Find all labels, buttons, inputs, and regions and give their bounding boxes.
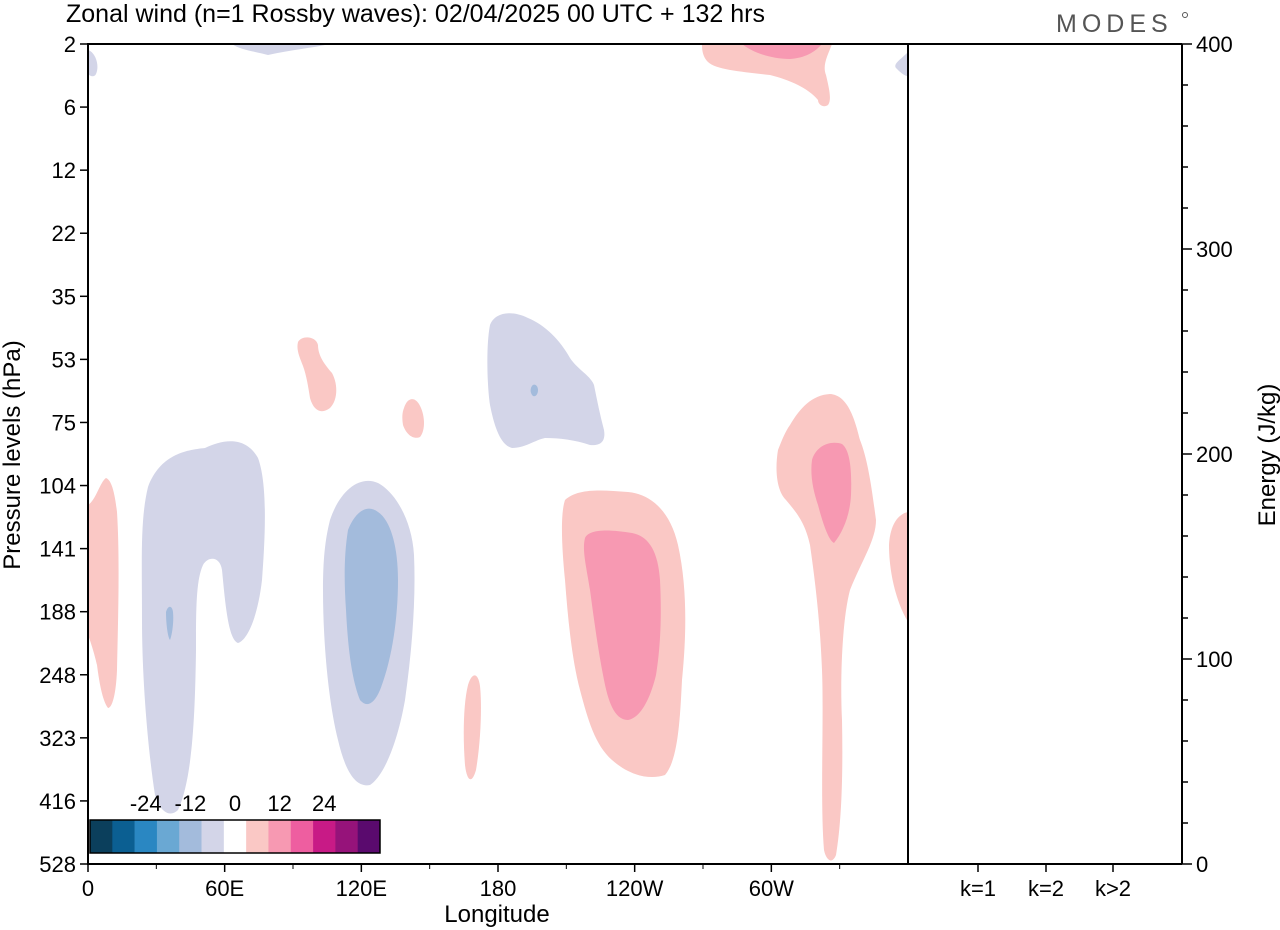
y-tick-label: 53	[52, 347, 76, 372]
contour-region	[88, 478, 119, 708]
colorbar-swatch	[179, 820, 202, 853]
colorbar-swatch	[223, 820, 247, 853]
y-tick-label: 528	[39, 852, 76, 877]
colorbar-swatch	[112, 820, 135, 853]
y-tick-label: 22	[52, 221, 76, 246]
colorbar-swatch	[357, 820, 381, 853]
contour-region	[402, 399, 425, 438]
colorbar-swatch	[290, 820, 314, 853]
y-tick-label: 35	[52, 284, 76, 309]
y-tick-label: 12	[52, 158, 76, 183]
y-tick-label: 104	[39, 474, 76, 499]
energy-bar	[1034, 863, 1058, 864]
energy-axis-label: Energy (J/kg)	[1254, 384, 1280, 527]
y-tick-label: 188	[39, 600, 76, 625]
bar-label: k=1	[960, 876, 996, 901]
x-tick-label: 60E	[205, 876, 244, 901]
x-tick-label: 180	[480, 876, 517, 901]
energy-bars: k=1 k=2 k>2	[960, 863, 1131, 901]
contour-region	[895, 52, 908, 76]
colorbar-label: 24	[312, 791, 336, 816]
colorbar-swatch	[268, 820, 292, 853]
energy-tick-label: 200	[1196, 442, 1233, 467]
contour-region	[166, 606, 174, 640]
energy-bar	[966, 863, 990, 864]
energy-tick-label: 300	[1196, 237, 1233, 262]
colorbar: -24 -12 0 12 24	[89, 791, 381, 854]
longitude-axis: 0 60E 120E 180 120W 60W	[82, 864, 841, 901]
bar-label: k>2	[1095, 876, 1131, 901]
x-tick-label: 120W	[606, 876, 664, 901]
colorbar-frame	[89, 819, 381, 854]
y-tick-label: 416	[39, 789, 76, 814]
contour-region	[742, 44, 822, 59]
pressure-axis: 2 6 12 22 35 53 75 104 141 188 248 323 416 528	[39, 32, 88, 877]
y-tick-label: 141	[39, 537, 76, 562]
colorbar-label: 12	[267, 791, 291, 816]
y-tick-label: 323	[39, 726, 76, 751]
colorbar-swatch	[246, 820, 269, 853]
contour-region	[297, 337, 337, 412]
colorbar-swatch	[156, 820, 180, 853]
y-tick-label: 2	[64, 32, 76, 57]
y-axis-label: Pressure levels (hPa)	[0, 340, 26, 569]
contour-region	[702, 44, 832, 107]
colorbar-swatch	[134, 820, 158, 853]
y-tick-label: 6	[64, 95, 76, 120]
registered-mark	[1182, 12, 1188, 18]
contour-fields	[88, 44, 908, 861]
x-axis-label: Longitude	[444, 901, 549, 928]
energy-tick-label: 100	[1196, 647, 1233, 672]
y-tick-label: 75	[52, 410, 76, 435]
colorbar-label: 0	[229, 791, 241, 816]
contour-region	[88, 50, 98, 77]
energy-bar	[1101, 863, 1125, 864]
colorbar-swatch	[90, 820, 113, 853]
bar-label: k=2	[1028, 876, 1064, 901]
energy-tick-label: 0	[1196, 852, 1208, 877]
x-tick-label: 0	[82, 876, 94, 901]
colorbar-swatch	[201, 820, 225, 853]
contour-region	[463, 675, 481, 780]
colorbar-label: -24	[130, 791, 162, 816]
y-tick-label: 248	[39, 663, 76, 688]
colorbar-swatch	[335, 820, 358, 853]
contour-region	[776, 394, 876, 861]
contour-region	[344, 508, 398, 705]
energy-axis: 0 100 200 300 400	[1182, 32, 1233, 877]
x-tick-label: 120E	[336, 876, 387, 901]
energy-tick-label: 400	[1196, 32, 1233, 57]
contour-region	[583, 530, 661, 720]
contour-region	[530, 384, 538, 397]
chart-title: Zonal wind (n=1 Rossby waves): 02/04/202…	[66, 0, 765, 28]
colorbar-swatch	[313, 820, 336, 853]
contour-region	[141, 441, 265, 814]
contour-region	[811, 442, 852, 543]
contour-region	[487, 313, 605, 448]
colorbar-label: -12	[174, 791, 206, 816]
modes-logo: MODES	[1056, 10, 1173, 38]
contour-region	[889, 512, 908, 622]
x-tick-label: 60W	[749, 876, 794, 901]
contour-region	[232, 44, 330, 55]
